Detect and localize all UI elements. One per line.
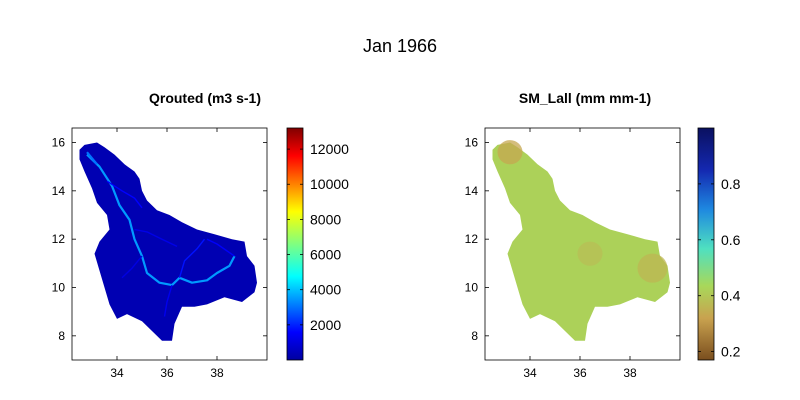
- plot-frame-qrouted: [71, 127, 268, 361]
- colorbar-tick-label: 8000: [310, 211, 341, 227]
- colorbar-tick-label: 12000: [310, 141, 349, 157]
- x-tick-label: 34: [523, 366, 537, 380]
- sm-lall-panel: SM_Lall (mm mm-1) 34 36 38 8 10 12 14 16 0.2 0.…: [465, 90, 741, 380]
- river-head-branch: [86, 151, 98, 166]
- river-central-branch: [178, 238, 206, 278]
- y-tick-label: 14: [52, 184, 66, 198]
- river-upper-tributary: [106, 180, 143, 209]
- patch-north-dry: [497, 140, 523, 165]
- colorbar-sm-lall: [697, 127, 715, 361]
- river-south-branch: [163, 284, 173, 317]
- y-tick-label: 8: [58, 329, 65, 343]
- patch-central-dry: [577, 241, 603, 266]
- colorbar-tick-label: 4000: [310, 282, 341, 298]
- y-tick-label: 16: [465, 136, 479, 150]
- colorbar-tick-label: 0.8: [721, 176, 741, 192]
- colorbar-tick-label: 2000: [310, 317, 341, 333]
- river-main-stem: [86, 153, 236, 287]
- patch-east-dry: [637, 253, 668, 283]
- river-west-branch: [121, 255, 143, 279]
- colorbar-qrouted: [286, 127, 304, 361]
- y-tick-label: 10: [52, 281, 66, 295]
- plot-frame-sm-lall: [484, 127, 681, 361]
- x-tick-label: 38: [210, 366, 224, 380]
- y-tick-label: 10: [465, 281, 479, 295]
- river-east-branch: [206, 238, 235, 257]
- x-tick-label: 34: [110, 366, 124, 380]
- qrouted-panel: Qrouted (m3 s-1) 34 36 38 8 10 12 14 16 2000 40…: [52, 90, 350, 380]
- colorbar-tick-label: 0.2: [721, 344, 741, 360]
- colorbar-tick-label: 6000: [310, 247, 341, 263]
- panel-title-qrouted: Qrouted (m3 s-1): [149, 90, 261, 106]
- river-north-branch: [134, 228, 178, 248]
- colorbar-tick-label: 0.4: [721, 288, 741, 304]
- panel-title-sm-lall: SM_Lall (mm mm-1): [519, 90, 651, 106]
- y-tick-label: 16: [52, 136, 66, 150]
- basin-region: [492, 142, 670, 341]
- x-tick-label: 36: [160, 366, 174, 380]
- x-tick-label: 38: [623, 366, 637, 380]
- x-tick-label: 36: [573, 366, 587, 380]
- figure-title: Jan 1966: [362, 36, 438, 56]
- colorbar-tick-label: 0.6: [721, 232, 741, 248]
- y-tick-label: 8: [471, 329, 478, 343]
- y-tick-label: 12: [465, 232, 479, 246]
- colorbar-tick-label: 10000: [310, 176, 349, 192]
- y-tick-label: 14: [465, 184, 479, 198]
- y-tick-label: 12: [52, 232, 66, 246]
